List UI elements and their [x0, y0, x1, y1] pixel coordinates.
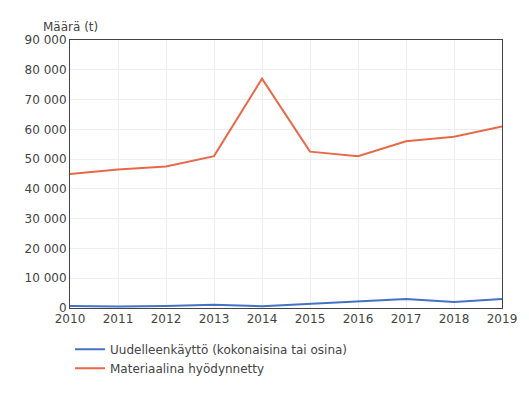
svg-text:2016: 2016 — [343, 312, 374, 326]
svg-text:Määrä (t): Määrä (t) — [43, 20, 98, 34]
svg-text:20 000: 20 000 — [25, 242, 67, 256]
svg-text:70 000: 70 000 — [25, 93, 67, 107]
svg-text:2014: 2014 — [247, 312, 278, 326]
svg-text:0: 0 — [59, 301, 67, 315]
svg-text:Uudelleenkäyttö (kokonaisina t: Uudelleenkäyttö (kokonaisina tai osina) — [110, 343, 347, 357]
svg-text:60 000: 60 000 — [25, 123, 67, 137]
svg-text:10 000: 10 000 — [25, 271, 67, 285]
svg-text:2013: 2013 — [199, 312, 230, 326]
svg-text:2012: 2012 — [151, 312, 182, 326]
svg-text:90 000: 90 000 — [25, 33, 67, 47]
svg-text:2018: 2018 — [439, 312, 470, 326]
svg-text:50 000: 50 000 — [25, 152, 67, 166]
svg-text:2011: 2011 — [103, 312, 134, 326]
svg-text:80 000: 80 000 — [25, 63, 67, 77]
svg-text:40 000: 40 000 — [25, 182, 67, 196]
svg-text:2017: 2017 — [391, 312, 422, 326]
svg-text:2015: 2015 — [295, 312, 326, 326]
svg-text:30 000: 30 000 — [25, 212, 67, 226]
svg-text:Materiaalina hyödynnetty: Materiaalina hyödynnetty — [110, 362, 264, 376]
svg-text:2019: 2019 — [487, 312, 518, 326]
svg-text:2010: 2010 — [55, 312, 86, 326]
